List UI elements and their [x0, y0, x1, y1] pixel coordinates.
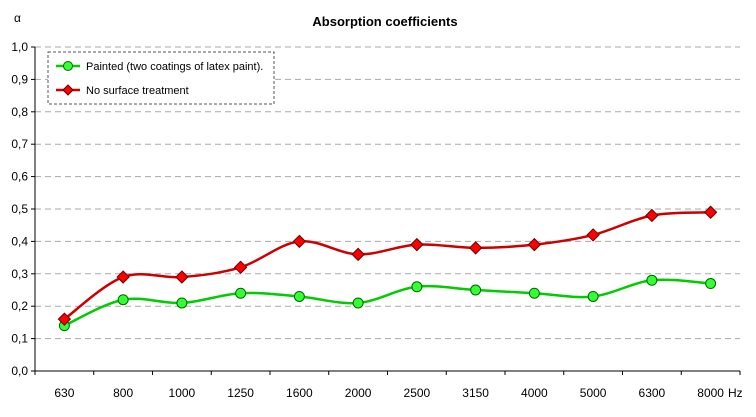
legend: Painted (two coatings of latex paint). N… [47, 51, 275, 105]
data-point [235, 287, 247, 299]
y-tick-label: 0,2 [11, 299, 28, 313]
x-tick-label: 8000 [697, 386, 724, 400]
legend-box [47, 51, 275, 105]
y-tick-label: 0,1 [11, 332, 28, 346]
x-tick-label: 2500 [404, 386, 431, 400]
data-point [410, 237, 424, 252]
x-tick-label: 800 [113, 386, 133, 400]
legend-label-painted: Painted (two coatings of latex paint). [86, 61, 263, 73]
y-tick-label: 0,7 [11, 137, 28, 151]
legend-marker-untreated [62, 84, 74, 96]
data-point [351, 247, 365, 262]
data-point [586, 228, 600, 242]
x-tick-label: 1250 [227, 386, 254, 400]
data-point [470, 284, 482, 296]
y-tick-label: 0,8 [11, 105, 28, 119]
series-group [57, 205, 718, 332]
data-point [233, 260, 248, 275]
x-tick-label: 4000 [521, 386, 548, 400]
data-point [527, 237, 542, 252]
x-tick-label: 3150 [462, 386, 489, 400]
data-point [57, 312, 72, 326]
data-point [646, 274, 658, 286]
legend-label-untreated: No surface treatment [86, 85, 189, 97]
chart-title: Absorption coefficients [312, 14, 457, 29]
data-point [292, 234, 307, 249]
x-tick-label: 1600 [286, 386, 313, 400]
series-line [63, 210, 711, 321]
x-tick-label: 6300 [639, 386, 666, 400]
x-tick-label: 630 [54, 386, 74, 400]
data-point [705, 278, 717, 290]
data-point [352, 297, 364, 309]
data-point [116, 270, 130, 284]
y-axis-label: α [14, 11, 21, 25]
series-line [63, 278, 711, 327]
y-tick-label: 0,3 [11, 267, 28, 281]
data-point [411, 281, 423, 293]
data-point [293, 290, 305, 302]
data-point [528, 287, 540, 299]
data-point [587, 290, 599, 302]
data-point [176, 297, 188, 309]
x-tick-label: 1000 [169, 386, 196, 400]
series-1 [57, 205, 718, 326]
legend-marker-painted [63, 61, 73, 71]
data-point [645, 208, 659, 223]
x-tick-label: 2000 [345, 386, 372, 400]
data-point [117, 294, 129, 306]
x-ticks: 630 800 1000 1250 1600 2000 2500 3150 4000 5000 63… [34, 371, 741, 400]
y-tick-label: 1,0 [11, 40, 28, 54]
y-tick-label: 0,5 [11, 202, 28, 216]
y-tick-label: 0,4 [11, 234, 28, 248]
grid [35, 46, 740, 340]
y-tick-label: 0,6 [11, 170, 28, 184]
y-tick-label: 0,0 [11, 364, 28, 378]
x-axis-label: Hz [728, 386, 743, 400]
series-0 [58, 274, 717, 332]
y-tick-label: 0,9 [11, 72, 28, 86]
data-point [703, 205, 718, 219]
data-point [468, 241, 483, 255]
x-tick-label: 5000 [580, 386, 607, 400]
y-ticks: 0,0 0,1 0,2 0,3 0,4 0,5 0,6 0,7 0,8 0,9 1,0 [11, 40, 35, 378]
data-point [175, 270, 189, 284]
